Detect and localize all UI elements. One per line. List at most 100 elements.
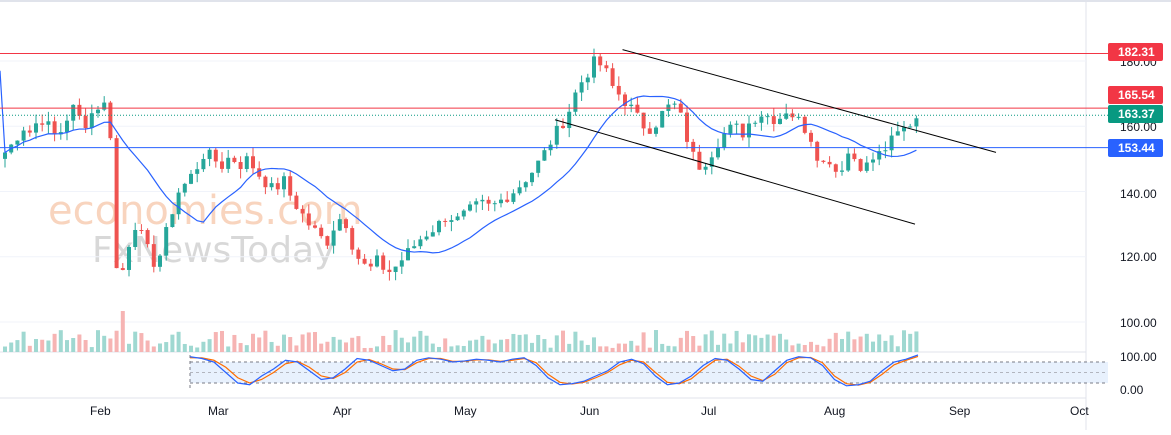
candle	[133, 222, 138, 250]
volume-bar	[269, 341, 274, 352]
volume-bar	[120, 310, 125, 352]
volume-bar	[827, 338, 832, 352]
volume-bar	[895, 346, 900, 352]
volume-bar	[840, 338, 844, 352]
candle-body	[672, 103, 677, 105]
volume-bar	[635, 345, 640, 352]
candle-body	[313, 225, 317, 228]
volume-bar	[65, 340, 69, 352]
price-tag-resistance-1: 182.31	[1108, 43, 1163, 61]
volume-bar	[46, 340, 51, 352]
candle-body	[635, 104, 640, 113]
candle-body	[660, 110, 665, 128]
candle-body	[226, 157, 231, 169]
candle-body	[133, 229, 138, 247]
candle-body	[263, 176, 268, 188]
candle	[306, 204, 311, 230]
candle	[815, 140, 820, 168]
volume-bar	[579, 340, 584, 352]
volume-bar	[424, 335, 429, 352]
volume-bar	[585, 344, 590, 352]
volume-bar	[9, 342, 14, 352]
candle-body	[722, 133, 727, 148]
candle	[158, 254, 162, 272]
stoch-tick-100: 100.00	[1120, 350, 1157, 364]
candle-body	[685, 112, 689, 142]
candle	[809, 130, 813, 147]
price-tag-current: 163.37	[1108, 105, 1163, 123]
time-label-oct: Oct	[1070, 404, 1089, 418]
candle	[387, 260, 392, 281]
candle-body	[449, 220, 454, 222]
candle	[561, 118, 565, 129]
volume-bar	[523, 334, 528, 352]
candle	[368, 258, 373, 271]
volume-bar	[313, 332, 317, 352]
candle	[871, 152, 875, 172]
time-label-apr: Apr	[333, 404, 352, 418]
volume-bar	[598, 346, 603, 352]
volume-bar	[517, 334, 522, 352]
candle-body	[393, 266, 398, 273]
volume-bar	[238, 343, 243, 352]
volume-bar	[350, 337, 355, 352]
candle-body	[164, 227, 169, 256]
candle	[753, 120, 758, 127]
candle	[325, 235, 330, 250]
candle-body	[728, 124, 733, 134]
candle-body	[443, 220, 448, 222]
candle	[108, 100, 113, 141]
candle-body	[331, 230, 336, 246]
candle	[864, 156, 869, 173]
candle	[207, 147, 212, 167]
candle	[393, 266, 398, 281]
volume-bar	[864, 333, 869, 352]
candle	[176, 188, 181, 220]
candle-body	[412, 246, 417, 249]
candle	[709, 151, 714, 175]
volume-bar	[623, 343, 627, 352]
candle	[34, 114, 38, 140]
volume-bar	[201, 341, 206, 352]
candle-body	[127, 246, 131, 270]
stoch-k-line	[189, 354, 919, 387]
candle	[579, 75, 584, 101]
volume-bar	[858, 336, 863, 352]
volume-bar	[226, 346, 231, 352]
candle-body	[871, 159, 875, 163]
candle-body	[52, 121, 57, 135]
candle-body	[455, 216, 460, 221]
volume-bar	[455, 345, 460, 352]
candle-body	[300, 208, 305, 214]
candle-body	[151, 244, 156, 267]
candle	[27, 125, 32, 137]
candle	[406, 239, 410, 261]
candle	[486, 196, 491, 211]
candle-body	[833, 164, 838, 172]
volume-bar	[852, 339, 857, 352]
candle-body	[610, 68, 615, 86]
candle-body	[251, 156, 255, 169]
volume-bar	[362, 347, 367, 352]
volume-bar	[691, 336, 696, 352]
volume-bar	[325, 341, 330, 352]
candle	[895, 121, 900, 136]
candle-body	[201, 158, 206, 170]
candle-body	[796, 116, 801, 118]
volume-bar	[263, 330, 268, 352]
candle	[77, 98, 82, 120]
volume-bar	[567, 343, 572, 352]
candle-body	[145, 230, 150, 245]
candle	[616, 76, 621, 101]
volume-bar	[387, 344, 392, 352]
candle	[3, 151, 7, 168]
candle	[654, 125, 658, 137]
candle	[182, 182, 187, 197]
descending-channel	[554, 49, 997, 225]
candle	[468, 201, 472, 212]
price-tag-resistance-2: 165.54	[1108, 86, 1163, 104]
candle	[52, 116, 57, 142]
candle	[716, 138, 720, 160]
volume-bar	[331, 336, 336, 352]
